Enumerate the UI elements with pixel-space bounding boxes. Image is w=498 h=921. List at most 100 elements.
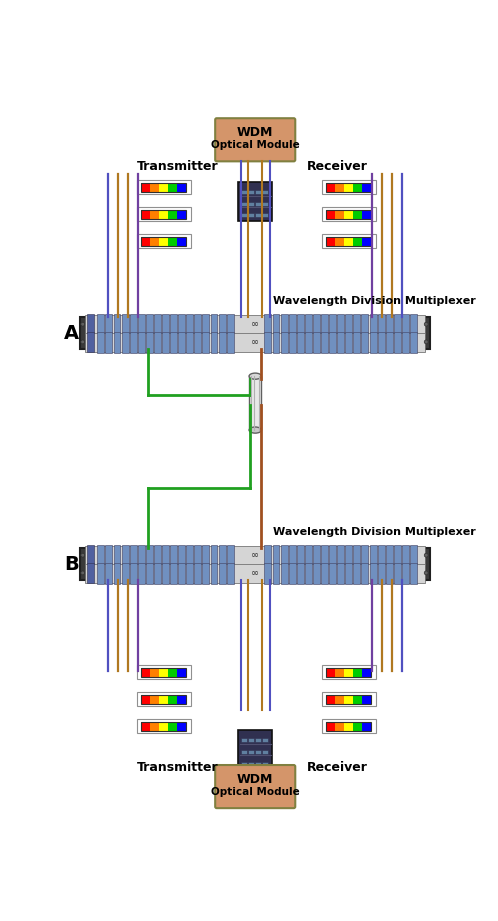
Bar bbox=[322, 180, 376, 193]
Bar bbox=[150, 210, 159, 218]
Text: ∞: ∞ bbox=[251, 337, 259, 347]
Bar bbox=[154, 332, 161, 353]
Circle shape bbox=[424, 571, 428, 575]
Bar bbox=[353, 210, 362, 218]
Bar bbox=[335, 238, 344, 246]
Text: Receiver: Receiver bbox=[306, 160, 368, 173]
Bar bbox=[262, 739, 267, 742]
Bar bbox=[87, 332, 94, 353]
Bar bbox=[255, 762, 260, 765]
Bar bbox=[326, 183, 371, 192]
Bar bbox=[162, 545, 169, 566]
Bar bbox=[313, 545, 320, 566]
Bar bbox=[377, 314, 384, 335]
Circle shape bbox=[424, 322, 428, 326]
Bar bbox=[194, 314, 201, 335]
Bar bbox=[141, 210, 186, 218]
Text: A: A bbox=[64, 323, 79, 343]
Bar bbox=[227, 314, 234, 335]
Bar bbox=[194, 545, 201, 566]
Circle shape bbox=[424, 554, 428, 557]
Bar bbox=[386, 563, 392, 584]
Bar bbox=[353, 669, 362, 677]
Bar bbox=[168, 669, 177, 677]
Bar bbox=[297, 545, 304, 566]
Bar bbox=[322, 718, 376, 733]
Bar bbox=[141, 722, 150, 730]
Bar bbox=[141, 238, 186, 246]
Bar bbox=[402, 563, 409, 584]
Bar bbox=[186, 545, 193, 566]
Bar bbox=[137, 718, 191, 733]
Bar bbox=[313, 563, 320, 584]
Bar bbox=[170, 563, 177, 584]
Bar bbox=[344, 695, 353, 704]
Bar bbox=[322, 665, 376, 679]
Bar bbox=[249, 376, 261, 430]
Bar bbox=[281, 332, 287, 353]
Bar bbox=[272, 563, 279, 584]
Bar bbox=[194, 332, 201, 353]
Bar bbox=[289, 314, 296, 335]
Bar bbox=[178, 314, 185, 335]
Bar bbox=[410, 314, 417, 335]
Bar bbox=[264, 314, 271, 335]
Bar bbox=[321, 563, 328, 584]
Bar bbox=[242, 762, 247, 765]
Bar bbox=[249, 191, 253, 194]
Bar bbox=[305, 545, 312, 566]
Bar bbox=[321, 545, 328, 566]
Bar bbox=[186, 332, 193, 353]
Bar bbox=[138, 332, 145, 353]
Bar bbox=[141, 238, 150, 246]
Bar bbox=[177, 210, 186, 218]
Bar bbox=[159, 210, 168, 218]
Bar bbox=[242, 750, 247, 754]
Bar bbox=[159, 183, 168, 192]
Bar bbox=[335, 669, 344, 677]
Bar bbox=[354, 332, 361, 353]
FancyBboxPatch shape bbox=[215, 118, 295, 161]
Bar bbox=[305, 332, 312, 353]
Bar bbox=[177, 183, 186, 192]
Bar bbox=[289, 545, 296, 566]
Bar bbox=[178, 545, 185, 566]
Bar bbox=[186, 563, 193, 584]
Bar bbox=[238, 182, 272, 221]
Bar bbox=[337, 332, 344, 353]
Bar bbox=[87, 314, 94, 334]
Bar bbox=[146, 563, 153, 584]
Bar bbox=[129, 314, 136, 335]
Bar bbox=[326, 210, 335, 218]
Bar bbox=[106, 563, 113, 584]
Bar bbox=[262, 202, 267, 205]
Bar bbox=[313, 314, 320, 335]
Bar bbox=[98, 314, 104, 335]
Bar bbox=[146, 332, 153, 353]
Bar bbox=[335, 210, 344, 218]
Text: Wavelength Division Multiplexer: Wavelength Division Multiplexer bbox=[273, 297, 476, 307]
Circle shape bbox=[81, 340, 85, 344]
Text: Wavelength Division Multiplexer: Wavelength Division Multiplexer bbox=[273, 528, 476, 538]
Bar bbox=[337, 545, 344, 566]
Bar bbox=[137, 665, 191, 679]
Bar bbox=[326, 722, 335, 730]
Bar bbox=[249, 214, 253, 217]
Circle shape bbox=[81, 571, 85, 575]
Bar bbox=[262, 191, 267, 194]
Bar bbox=[353, 695, 362, 704]
Bar bbox=[410, 563, 417, 584]
Bar bbox=[159, 722, 168, 730]
Bar bbox=[321, 332, 328, 353]
Circle shape bbox=[424, 340, 428, 344]
Ellipse shape bbox=[249, 373, 261, 379]
Bar bbox=[137, 692, 191, 705]
Bar bbox=[326, 669, 371, 677]
Bar bbox=[402, 314, 409, 335]
Bar bbox=[211, 332, 218, 353]
Bar bbox=[141, 183, 186, 192]
Bar bbox=[170, 314, 177, 335]
Bar bbox=[394, 545, 401, 566]
Text: B: B bbox=[64, 554, 79, 574]
Bar bbox=[168, 695, 177, 704]
